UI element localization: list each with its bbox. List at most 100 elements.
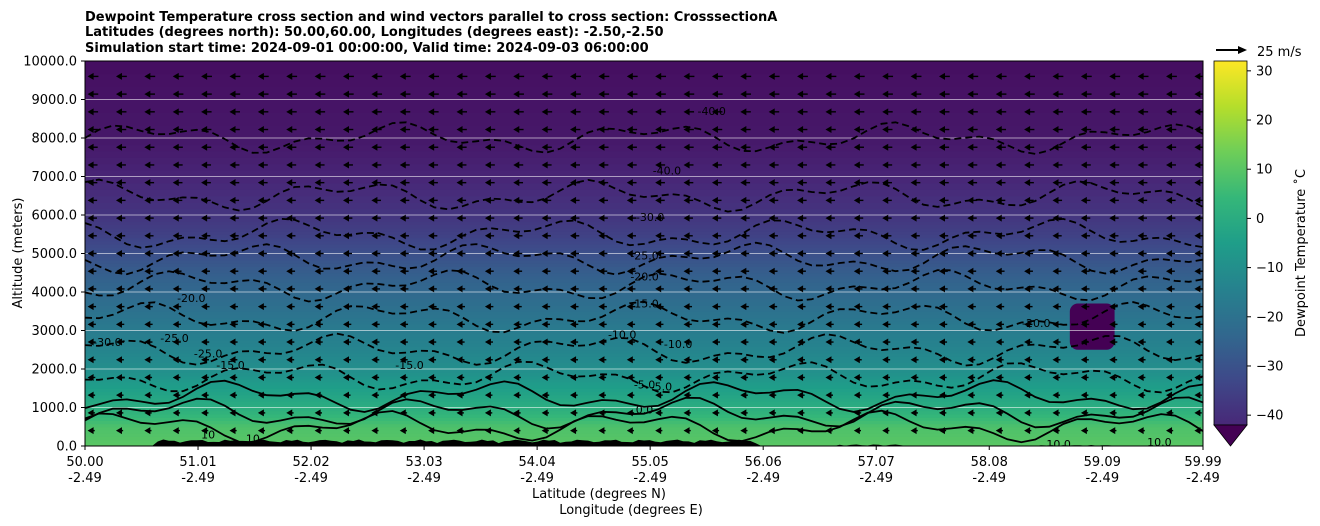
x-tick-label-longitude: -2.49 (181, 471, 215, 486)
wind-vector-head (655, 179, 662, 187)
wind-vector-head (1137, 72, 1144, 80)
wind-vector-head (1166, 214, 1173, 222)
wind-vector-head (286, 338, 293, 346)
dewpoint-band (85, 282, 1203, 287)
wind-vector-head (371, 409, 378, 417)
wind-vector-head (768, 72, 775, 80)
wind-vector-head (257, 338, 264, 346)
colorbar-tick-label: 20 (1256, 114, 1273, 129)
wind-vector-head (797, 126, 804, 134)
wind-vector-head (882, 214, 889, 222)
wind-vector-head (740, 267, 747, 275)
wind-vector-head (144, 320, 151, 328)
wind-vector-head (1109, 320, 1116, 328)
wind-vector-head (541, 285, 548, 293)
wind-vector-head (371, 214, 378, 222)
wind-vector-head (314, 391, 321, 399)
wind-vector-head (853, 303, 860, 311)
terrain (85, 439, 1203, 446)
wind-vector-head (314, 108, 321, 116)
wind-vector-head (711, 108, 718, 116)
wind-vector-head (172, 196, 179, 204)
wind-vector-head (541, 143, 548, 151)
wind-vector-head (768, 179, 775, 187)
wind-vector-head (87, 161, 94, 169)
wind-vector-head (314, 161, 321, 169)
wind-vector-head (768, 391, 775, 399)
dewpoint-band (85, 263, 1203, 267)
wind-vector-head (711, 161, 718, 169)
wind-vector-head (853, 196, 860, 204)
dewpoint-band (85, 308, 1203, 312)
dewpoint-band (85, 397, 1203, 402)
wind-vector-head (201, 356, 208, 364)
wind-vector-head (343, 161, 350, 169)
wind-vector-head (711, 391, 718, 399)
wind-vector-head (399, 108, 406, 116)
wind-vector-head (541, 161, 548, 169)
wind-vector-head (201, 161, 208, 169)
wind-vector-head (626, 338, 633, 346)
wind-vector-head (825, 356, 832, 364)
wind-vector-head (286, 409, 293, 417)
wind-vector-head (995, 427, 1002, 435)
wind-vector-head (740, 196, 747, 204)
wind-vector-head (995, 90, 1002, 98)
x-tick-label-latitude: 52.02 (292, 455, 329, 470)
wind-vector-head (201, 72, 208, 80)
wind-vector-head (1052, 214, 1059, 222)
wind-vector-head (711, 90, 718, 98)
wind-vector-head (371, 90, 378, 98)
wind-vector-head (570, 126, 577, 134)
wind-vector-head (655, 303, 662, 311)
wind-vector-head (201, 303, 208, 311)
wind-vector-head (570, 90, 577, 98)
wind-vector-head (1080, 427, 1087, 435)
wind-vector-head (144, 250, 151, 257)
wind-vector-head (626, 409, 633, 417)
contour-label: -25.0 (194, 348, 222, 361)
wind-vector-head (229, 320, 236, 328)
wind-vector-head (115, 409, 122, 417)
dewpoint-band (85, 298, 1203, 303)
contour-line (85, 241, 1203, 276)
wind-vector-head (172, 90, 179, 98)
wind-vector-head (428, 320, 435, 328)
wind-vector-head (910, 303, 917, 311)
x-tick-label-longitude: -2.49 (1186, 471, 1220, 486)
wind-vector-head (711, 303, 718, 311)
contour-line (85, 360, 1203, 394)
wind-vector-head (1109, 356, 1116, 364)
wind-vector-head (655, 126, 662, 134)
wind-vector-head (967, 108, 974, 116)
wind-vector-head (967, 267, 974, 275)
wind-vector-head (87, 391, 94, 399)
dewpoint-band (85, 218, 1203, 223)
wind-vector-head (484, 320, 491, 328)
wind-vector-head (655, 250, 662, 257)
wind-vector-head (115, 179, 122, 187)
wind-vector-head (768, 285, 775, 293)
wind-vector-head (683, 391, 690, 399)
dewpoint-band (85, 317, 1203, 322)
wind-vector-head (1024, 179, 1031, 187)
wind-vector-head (655, 267, 662, 275)
wind-vector-head (399, 356, 406, 364)
wind-vector-head (626, 232, 633, 240)
wind-vector-head (740, 90, 747, 98)
contour-label: -20.0 (177, 292, 205, 305)
wind-vector-head (768, 126, 775, 134)
wind-vector-head (1137, 214, 1144, 222)
wind-vector-head (257, 356, 264, 364)
wind-vector-head (740, 161, 747, 169)
x-tick-label-latitude: 58.08 (971, 455, 1008, 470)
wind-vector-head (797, 196, 804, 204)
wind-vector-head (938, 356, 945, 364)
wind-vector-head (399, 391, 406, 399)
wind-vector-head (371, 356, 378, 364)
wind-vector-head (1166, 196, 1173, 204)
wind-vector-head (428, 232, 435, 240)
colorbar-gradient (1213, 60, 1248, 426)
wind-vector-head (286, 179, 293, 187)
wind-vector-head (570, 72, 577, 80)
